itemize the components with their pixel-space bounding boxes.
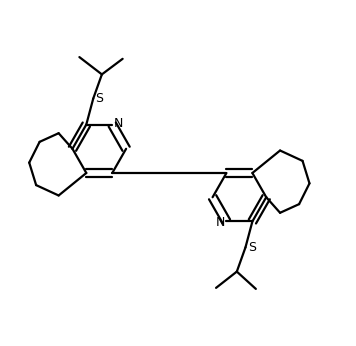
- Text: S: S: [248, 241, 256, 254]
- Text: N: N: [215, 216, 225, 229]
- Text: N: N: [114, 117, 123, 130]
- Text: S: S: [95, 92, 104, 105]
